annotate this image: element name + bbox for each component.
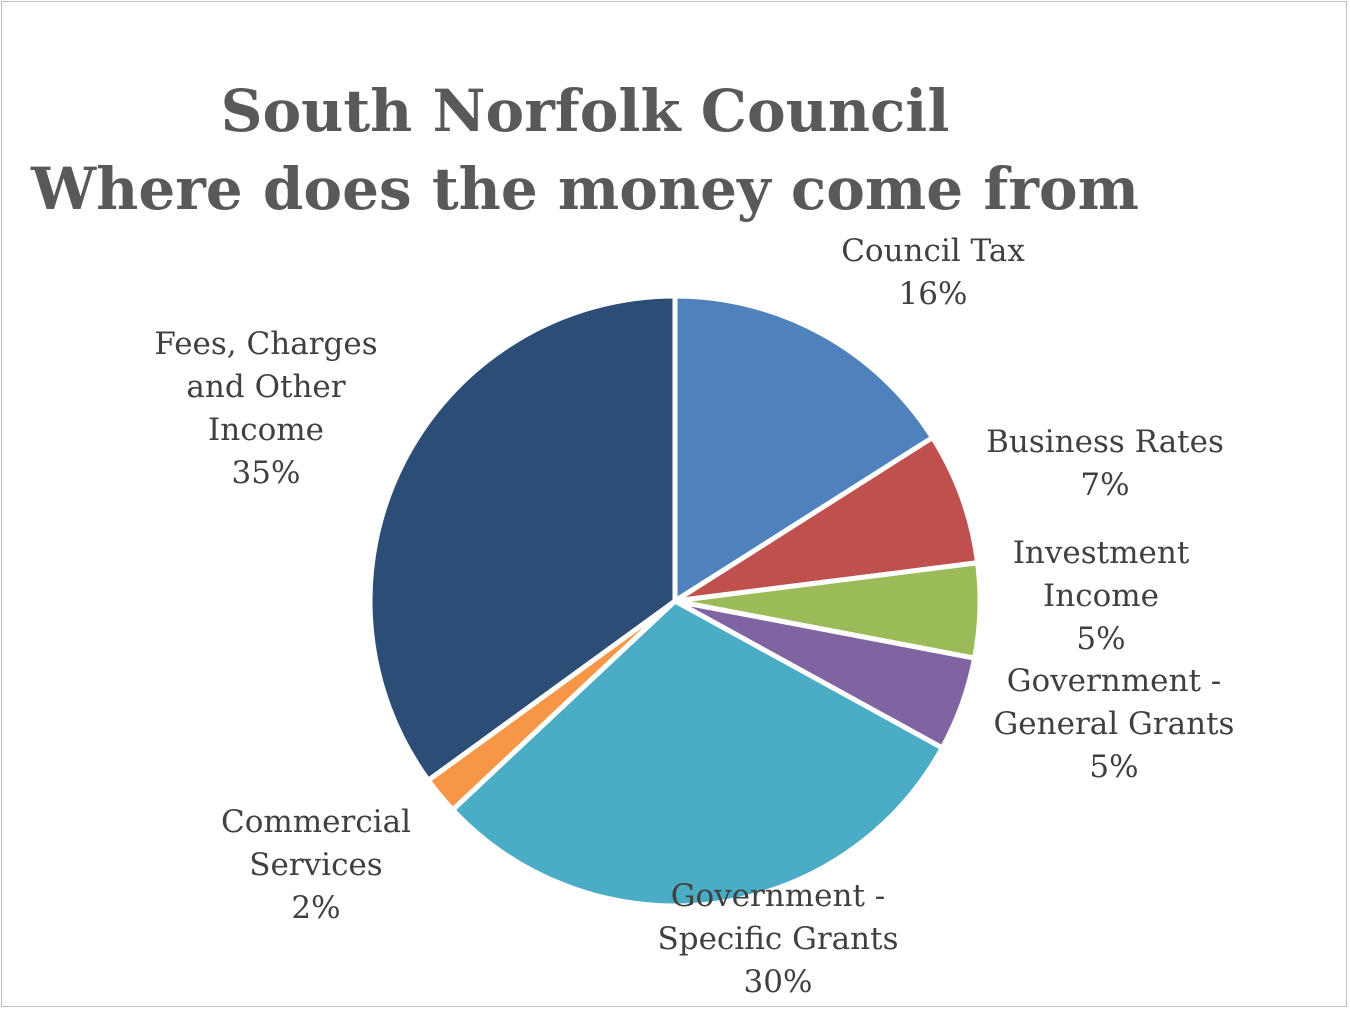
- pie-slice-7: [367, 293, 678, 783]
- slice-label-line: Services: [249, 847, 382, 883]
- slice-label-line: Government -: [1007, 663, 1222, 699]
- slice-label-line: Income: [208, 412, 324, 448]
- slice-label-line: General Grants: [994, 706, 1235, 742]
- chart-title-line-2: Where does the money come from: [31, 155, 1139, 223]
- slice-label-line: Commercial: [221, 804, 411, 840]
- slice-label-line: Council Tax: [841, 233, 1025, 269]
- slice-label-percent: 7%: [1080, 467, 1129, 503]
- pie-slices: [367, 293, 983, 909]
- pie-slice-1: [672, 293, 936, 604]
- slice-label-3: Investment Income 5%: [1013, 535, 1190, 657]
- slice-label-line: Specific Grants: [658, 921, 899, 957]
- slice-label-percent: 2%: [291, 890, 340, 926]
- slice-label-percent: 5%: [1076, 621, 1125, 657]
- chart-title-line-1: South Norfolk Council: [220, 77, 950, 145]
- slice-label-line: Business Rates: [986, 424, 1224, 460]
- slice-label-6: Commercial Services 2%: [221, 804, 411, 926]
- pie-slice-5: [450, 598, 945, 909]
- slice-label-percent: 5%: [1089, 749, 1138, 785]
- slice-label-4: Government - General Grants 5%: [994, 663, 1235, 785]
- pie-labels: Council Tax 16% Business Rates 7% Investment…: [154, 233, 1234, 1000]
- slice-label-line: Investment: [1013, 535, 1190, 571]
- slice-label-1: Council Tax 16%: [841, 233, 1025, 312]
- slice-label-line: Income: [1043, 578, 1159, 614]
- chart-title: South Norfolk Council Where does the mon…: [0, 72, 1170, 228]
- slice-label-percent: 30%: [744, 964, 813, 1000]
- slice-label-line: Government -: [671, 878, 886, 914]
- slice-label-line: and Other: [186, 369, 345, 405]
- slice-label-percent: 16%: [899, 276, 968, 312]
- slice-label-line: Fees, Charges: [154, 326, 377, 362]
- slice-label-2: Business Rates 7%: [986, 424, 1224, 503]
- pie-slice-2: [672, 435, 981, 604]
- slice-label-5: Government - Specific Grants 30%: [658, 878, 899, 1000]
- slice-label-7: Fees, Charges and Other Income 35%: [154, 326, 377, 491]
- slice-label-percent: 35%: [232, 455, 301, 491]
